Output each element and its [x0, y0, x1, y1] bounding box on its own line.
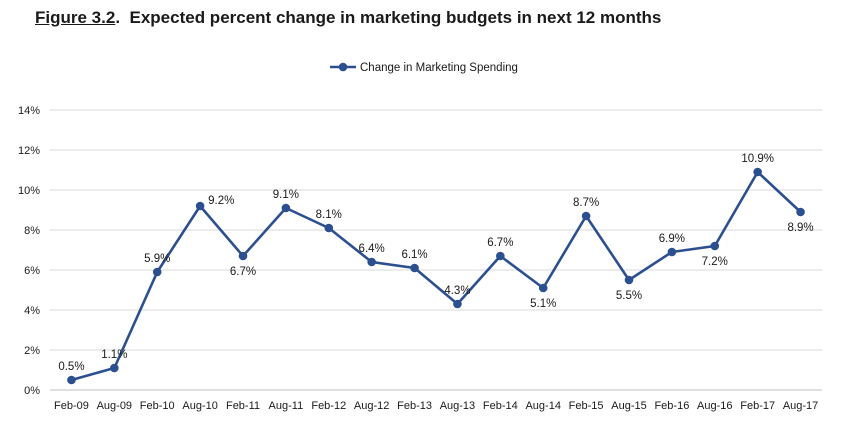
x-tick-label: Feb-11 [226, 400, 260, 412]
data-label: 6.9% [659, 233, 685, 245]
data-point [324, 223, 334, 233]
data-point [538, 283, 548, 293]
y-tick-label: 8% [24, 225, 40, 237]
data-point [410, 263, 419, 273]
data-point [195, 201, 205, 211]
x-tick-label: Feb-15 [569, 400, 604, 412]
data-point [152, 267, 162, 277]
data-label: 6.4% [359, 243, 385, 255]
data-label: 0.5% [58, 361, 84, 373]
data-label: 5.1% [530, 298, 556, 310]
data-labels: 0.5% 1.1% 5.9% 9.2% 6.7% 9.1% 8.1% 6.4% 6.1% 4.3%… [58, 153, 813, 373]
data-point [496, 251, 505, 261]
data-label: 8.1% [316, 209, 342, 221]
x-tick-label: Feb-17 [740, 400, 775, 412]
legend: Change in Marketing Spending [330, 62, 518, 74]
x-axis-ticks: Feb-09 Aug-09 Feb-10 Aug-10 Feb-11 Aug-11 Feb-… [54, 400, 818, 412]
data-label: 9.1% [273, 189, 299, 201]
data-point [581, 211, 591, 221]
data-label: 8.7% [573, 197, 599, 209]
y-tick-label: 4% [24, 305, 40, 317]
data-point [110, 363, 119, 373]
x-tick-label: Aug-12 [354, 400, 389, 412]
data-point [281, 203, 291, 213]
data-point [67, 375, 76, 385]
data-label: 5.9% [144, 253, 170, 265]
y-tick-label: 10% [18, 185, 40, 197]
data-label: 8.9% [787, 222, 813, 234]
x-tick-label: Feb-16 [654, 400, 689, 412]
figure-caption: Expected percent change in marketing bud… [129, 8, 662, 27]
data-point [667, 247, 677, 257]
data-label: 4.3% [444, 285, 470, 297]
x-tick-label: Aug-15 [611, 400, 646, 412]
x-tick-label: Aug-17 [783, 400, 818, 412]
data-label: 6.1% [401, 249, 427, 261]
data-label: 1.1% [101, 349, 127, 361]
x-tick-label: Aug-11 [269, 400, 304, 412]
figure-title: Figure 3.2. Expected percent change in m… [35, 8, 661, 28]
x-tick-label: Aug-16 [697, 400, 732, 412]
data-label: 5.5% [616, 290, 642, 302]
y-tick-label: 2% [24, 345, 40, 357]
data-point [710, 241, 720, 251]
data-label: 6.7% [230, 266, 256, 278]
x-tick-label: Feb-12 [311, 400, 346, 412]
legend-marker [338, 62, 348, 72]
gridlines [50, 109, 822, 351]
y-axis-ticks: 0% 2% 4% 6% 8% 10% 12% 14% [18, 105, 40, 397]
x-tick-label: Aug-14 [525, 400, 560, 412]
x-tick-label: Feb-09 [54, 400, 89, 412]
data-point [753, 167, 762, 177]
y-tick-label: 6% [24, 265, 40, 277]
y-tick-label: 14% [18, 105, 40, 117]
x-tick-label: Aug-13 [440, 400, 475, 412]
y-tick-label: 0% [24, 385, 40, 397]
data-point [796, 207, 805, 217]
data-point [624, 275, 634, 285]
data-label: 9.2% [208, 195, 234, 207]
figure-number: Figure 3.2 [35, 8, 116, 27]
data-point [453, 299, 462, 309]
series-change-in-marketing-spending [67, 167, 805, 385]
data-label: 10.9% [741, 153, 774, 165]
data-label: 7.2% [702, 256, 728, 268]
data-point [367, 257, 376, 267]
figure-number-period: . [115, 8, 121, 27]
y-tick-label: 12% [18, 145, 40, 157]
legend-label: Change in Marketing Spending [360, 62, 518, 74]
x-tick-label: Aug-10 [182, 400, 217, 412]
series-line [71, 170, 802, 382]
x-tick-label: Feb-13 [397, 400, 432, 412]
x-tick-label: Feb-10 [140, 400, 175, 412]
x-tick-label: Feb-14 [483, 400, 518, 412]
x-tick-label: Aug-09 [97, 400, 132, 412]
data-point [238, 251, 248, 261]
data-label: 6.7% [487, 237, 513, 249]
